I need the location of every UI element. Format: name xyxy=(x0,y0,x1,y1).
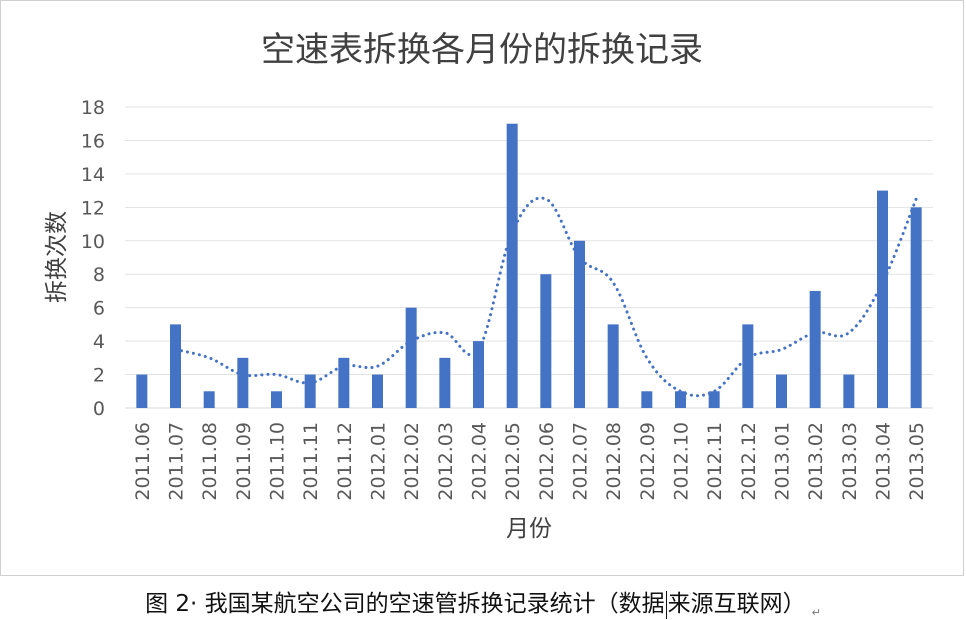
bar xyxy=(170,324,181,408)
bar xyxy=(304,374,316,408)
bar xyxy=(574,240,585,408)
x-tick-label: 2012.06 xyxy=(536,422,558,501)
x-tick-label: 2011.09 xyxy=(233,422,255,501)
y-tick-label: 2 xyxy=(93,365,105,387)
bar xyxy=(910,207,922,408)
bar xyxy=(473,341,484,408)
x-tick-label: 2012.04 xyxy=(469,422,491,501)
bar-series xyxy=(136,123,922,408)
y-tick-label: 4 xyxy=(93,331,105,353)
chart-frame: 空速表拆换各月份的拆换记录 0 2 4 6 8 10 12 14 16 18 2011.06 201… xyxy=(0,0,964,576)
bar xyxy=(607,324,619,408)
y-axis-tick-labels: 0 2 4 6 8 10 12 14 16 18 xyxy=(81,97,105,420)
x-tick-label: 2011.07 xyxy=(166,422,188,501)
x-tick-label: 2012.07 xyxy=(570,422,592,501)
bar xyxy=(641,391,653,408)
x-tick-label: 2011.12 xyxy=(334,422,356,501)
bar xyxy=(877,190,888,408)
bar xyxy=(203,391,215,408)
y-tick-label: 6 xyxy=(93,298,105,320)
x-tick-label: 2012.03 xyxy=(435,422,457,501)
x-tick-label: 2012.05 xyxy=(502,422,524,501)
x-tick-label: 2012.10 xyxy=(671,422,693,501)
bar xyxy=(843,374,855,408)
bar xyxy=(809,290,821,408)
y-tick-label: 16 xyxy=(81,130,105,152)
x-axis-label: 月份 xyxy=(506,516,552,542)
y-tick-label: 12 xyxy=(81,197,105,219)
x-tick-label: 2012.02 xyxy=(401,422,423,501)
bar xyxy=(372,374,383,408)
text-cursor xyxy=(665,590,667,619)
y-tick-label: 14 xyxy=(81,164,105,186)
paragraph-mark: ↵ xyxy=(811,605,821,619)
bar xyxy=(776,374,787,408)
y-axis-label: 拆换次数 xyxy=(44,211,70,303)
x-tick-label: 2012.08 xyxy=(603,422,625,501)
bar xyxy=(405,307,417,408)
caption-text-part1: 图 2· 我国某航空公司的空速管拆换记录统计（数据 xyxy=(145,591,665,617)
gridlines xyxy=(125,106,933,409)
x-tick-label: 2013.05 xyxy=(906,422,928,501)
x-tick-label: 2011.11 xyxy=(300,422,322,501)
x-tick-label: 2013.01 xyxy=(772,422,794,501)
chart-title: 空速表拆换各月份的拆换记录 xyxy=(261,30,703,70)
x-tick-label: 2012.12 xyxy=(738,422,760,501)
x-tick-label: 2012.01 xyxy=(368,422,390,501)
x-axis-tick-labels: 2011.06 2011.07 2011.08 2011.09 2011.10 2011.… xyxy=(132,422,928,501)
caption-text-part2: 来源互联网） xyxy=(667,591,806,617)
x-tick-label: 2012.11 xyxy=(704,422,726,501)
bar xyxy=(439,357,451,408)
x-tick-label: 2013.04 xyxy=(873,422,895,501)
y-tick-label: 10 xyxy=(81,231,105,253)
x-tick-label: 2013.02 xyxy=(805,422,827,501)
bar xyxy=(742,324,754,408)
y-tick-label: 8 xyxy=(93,264,105,286)
bar xyxy=(506,123,518,408)
bar xyxy=(708,391,720,408)
bar xyxy=(540,274,552,408)
x-tick-label: 2013.03 xyxy=(839,422,861,501)
x-tick-label: 2011.10 xyxy=(267,422,289,501)
x-tick-label: 2011.08 xyxy=(199,422,221,501)
bar xyxy=(271,391,282,408)
bar xyxy=(675,391,686,408)
y-tick-label: 18 xyxy=(81,97,105,119)
x-tick-label: 2011.06 xyxy=(132,422,154,501)
x-tick-label: 2012.09 xyxy=(637,422,659,501)
y-tick-label: 0 xyxy=(93,398,105,420)
bar xyxy=(338,357,350,408)
bar xyxy=(136,374,148,408)
figure-caption: 图 2· 我国某航空公司的空速管拆换记录统计（数据 来源互联网） ↵ xyxy=(0,584,966,619)
bar xyxy=(237,357,249,408)
